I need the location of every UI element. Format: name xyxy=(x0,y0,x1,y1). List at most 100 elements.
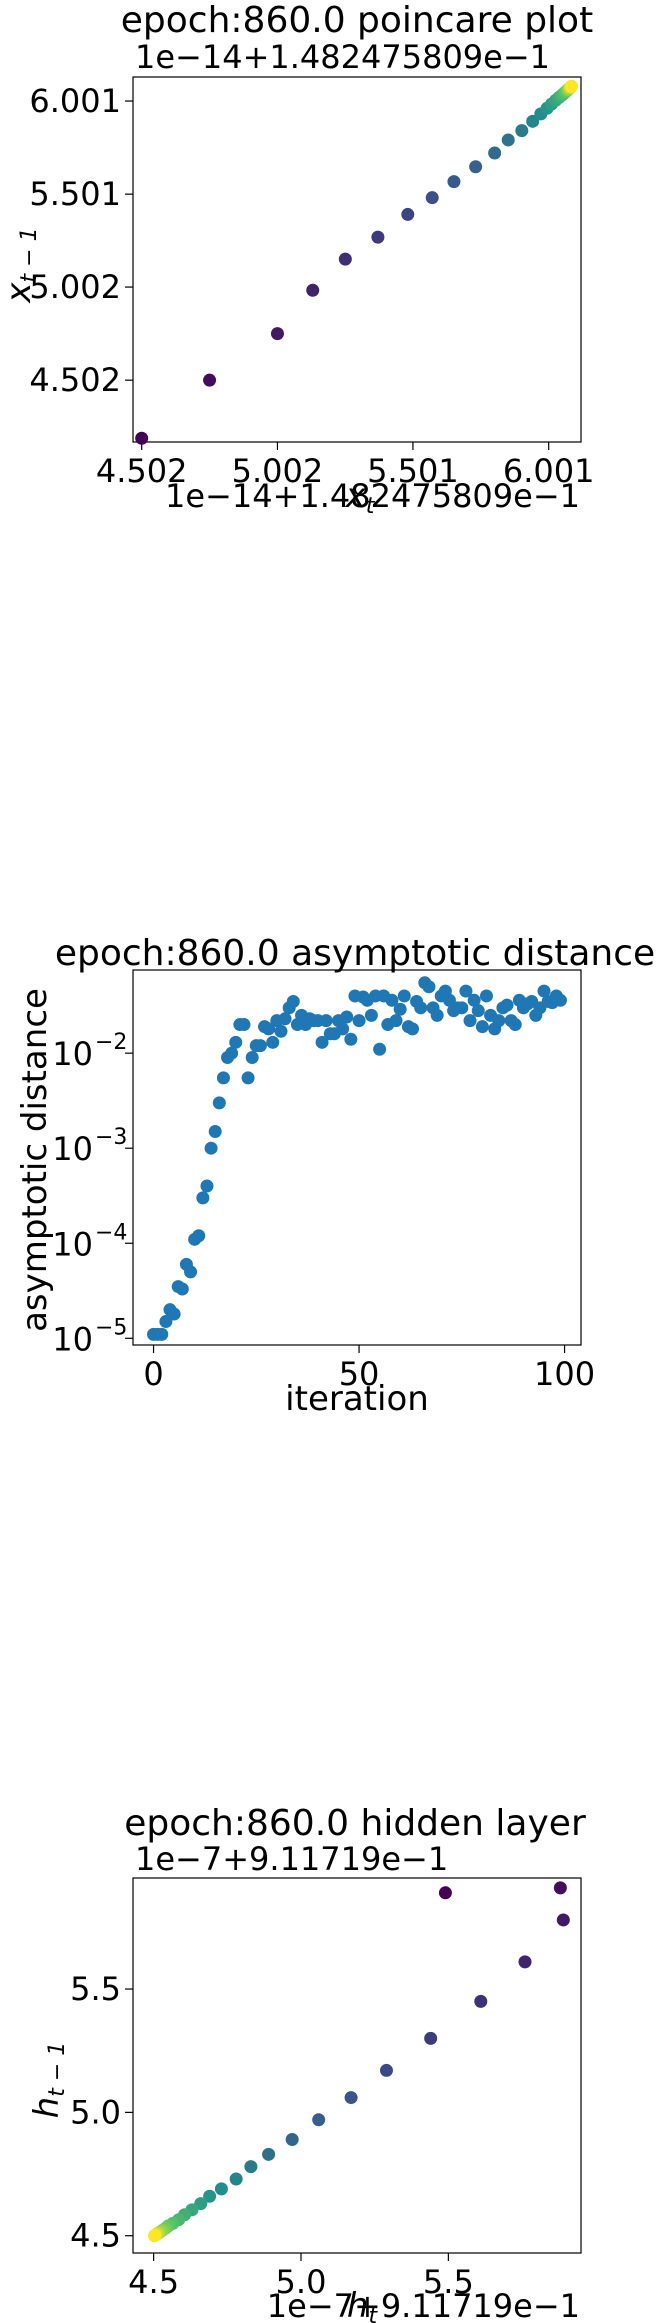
chart-2-point xyxy=(192,1229,206,1243)
chart-2-point xyxy=(336,1022,350,1036)
chart-3-y-ticks: 4.5 5.0 5.5 xyxy=(70,1970,133,2255)
chart-1-plot-area xyxy=(132,76,582,443)
chart-3-point xyxy=(553,1881,567,1895)
chart-1-point xyxy=(501,133,515,147)
chart-3-point xyxy=(214,2182,228,2196)
chart-3-point xyxy=(474,1994,488,2008)
chart-3-point xyxy=(438,1886,452,1900)
chart-3-point xyxy=(203,2189,217,2203)
chart-1-point xyxy=(447,175,461,189)
chart-2-point xyxy=(373,1042,387,1056)
chart-3-point xyxy=(148,2229,162,2243)
chart-1-point xyxy=(203,373,217,387)
chart-2-point xyxy=(430,1008,444,1022)
chart-2-ytick-exponent: −2 xyxy=(95,1030,127,1055)
chart-2-ytick-label: 10 xyxy=(52,1225,93,1263)
chart-1-xtick-label: 5.501 xyxy=(367,452,459,490)
chart-1-point xyxy=(515,124,529,138)
chart-2-point xyxy=(274,1024,288,1038)
chart-3-point xyxy=(244,2160,258,2174)
chart-2-point xyxy=(319,1014,333,1028)
chart-2-point xyxy=(385,993,399,1007)
chart-2-point xyxy=(475,1020,489,1034)
chart-2-point xyxy=(155,1327,169,1341)
chart-2-point xyxy=(167,1307,181,1321)
chart-1-point xyxy=(306,283,320,297)
chart-2-point xyxy=(262,1022,276,1036)
chart-2-point xyxy=(278,1012,292,1026)
chart-2-point xyxy=(463,1014,477,1028)
chart-1-ytick-label: 4.502 xyxy=(29,361,121,399)
chart-2-point xyxy=(225,1046,239,1060)
chart-2-ytick-exponent: −3 xyxy=(95,1125,127,1150)
chart-2-point xyxy=(200,1179,214,1193)
chart-2-xtick-label: 0 xyxy=(143,1355,163,1393)
chart-3-point xyxy=(285,2133,299,2147)
chart-2-point xyxy=(175,1282,189,1296)
chart-1-point xyxy=(338,252,352,266)
chart-2-y-ticks: 10−510−410−310−2 xyxy=(52,1030,133,1358)
chart-2-point xyxy=(508,1018,522,1032)
chart-2-plot-area xyxy=(132,969,582,1346)
chart-1-point xyxy=(135,431,149,445)
chart-2-point xyxy=(405,1022,419,1036)
chart-1-ylabel: xt − 1 xyxy=(0,227,42,303)
chart-2-point xyxy=(237,1018,251,1032)
chart-1-point xyxy=(564,79,578,93)
chart-3-ytick-label: 5.5 xyxy=(70,1970,121,2008)
chart-2-point xyxy=(467,993,481,1007)
chart-2-point xyxy=(500,998,514,1012)
chart-2-point xyxy=(196,1191,210,1205)
chart-2-xtick-label: 50 xyxy=(339,1355,380,1393)
chart-2-point xyxy=(389,1014,403,1028)
chart-2-point xyxy=(340,1010,354,1024)
chart-2-ytick-label: 10 xyxy=(52,1035,93,1073)
chart-2-point xyxy=(479,989,493,1003)
chart-2-point xyxy=(266,1035,280,1049)
chart-2-point xyxy=(216,1071,230,1085)
chart-2-point xyxy=(344,1032,358,1046)
chart-3-point xyxy=(379,2063,393,2077)
chart-hidden-layer: epoch:860.0 hidden layer 1e−7+9.11719e−1… xyxy=(27,1803,586,2323)
chart-2-ytick-exponent: −5 xyxy=(95,1315,127,1340)
chart-3-plot-area xyxy=(132,1877,582,2254)
chart-2-xtick-label: 100 xyxy=(534,1355,595,1393)
chart-3-xtick-label: 5.5 xyxy=(423,2263,474,2301)
chart-3-y-offset: 1e−7+9.11719e−1 xyxy=(135,1840,448,1878)
chart-2-point xyxy=(397,989,411,1003)
chart-2-point xyxy=(253,1039,267,1053)
chart-2-point xyxy=(414,1001,428,1015)
chart-asymptotic-distance: epoch:860.0 asymptotic distance 0 50 100 1… xyxy=(15,933,655,1419)
chart-3-point xyxy=(312,2113,326,2127)
chart-3-point xyxy=(518,1955,532,1969)
chart-3-x-ticks: 4.5 5.0 5.5 xyxy=(128,2253,474,2301)
chart-1-xtick-label: 4.502 xyxy=(96,452,188,490)
chart-3-xtick-label: 5.0 xyxy=(276,2263,327,2301)
chart-2-point xyxy=(459,984,473,998)
chart-2-point xyxy=(455,1001,469,1015)
chart-1-ytick-label: 5.501 xyxy=(29,175,121,213)
chart-2-ytick-label: 10 xyxy=(52,1320,93,1358)
chart-1-points xyxy=(135,79,578,445)
chart-2-point xyxy=(159,1315,173,1329)
chart-1-title: epoch:860.0 poincare plot xyxy=(121,0,593,41)
chart-2-point xyxy=(184,1265,198,1279)
chart-3-point xyxy=(424,2031,438,2045)
chart-2-points xyxy=(147,976,567,1341)
chart-2-point xyxy=(208,1124,222,1138)
chart-2-point xyxy=(537,984,551,998)
chart-3-ylabel: ht − 1 xyxy=(27,2042,70,2119)
chart-2-title: epoch:860.0 asymptotic distance xyxy=(55,933,655,974)
chart-1-xtick-label: 6.001 xyxy=(503,452,595,490)
chart-2-point xyxy=(286,994,300,1008)
chart-3-ytick-label: 4.5 xyxy=(70,2217,121,2255)
chart-3-ytick-label: 5.0 xyxy=(70,2093,121,2131)
chart-1-point xyxy=(270,327,284,341)
chart-2-xlabel: iteration xyxy=(285,1379,429,1419)
chart-3-points xyxy=(148,1881,570,2243)
chart-1-point xyxy=(469,160,483,174)
chart-1-xtick-label: 5.002 xyxy=(232,452,324,490)
chart-1-point xyxy=(425,191,439,205)
chart-3-x-offset: 1e−7+9.11719e−1 xyxy=(267,2287,580,2323)
